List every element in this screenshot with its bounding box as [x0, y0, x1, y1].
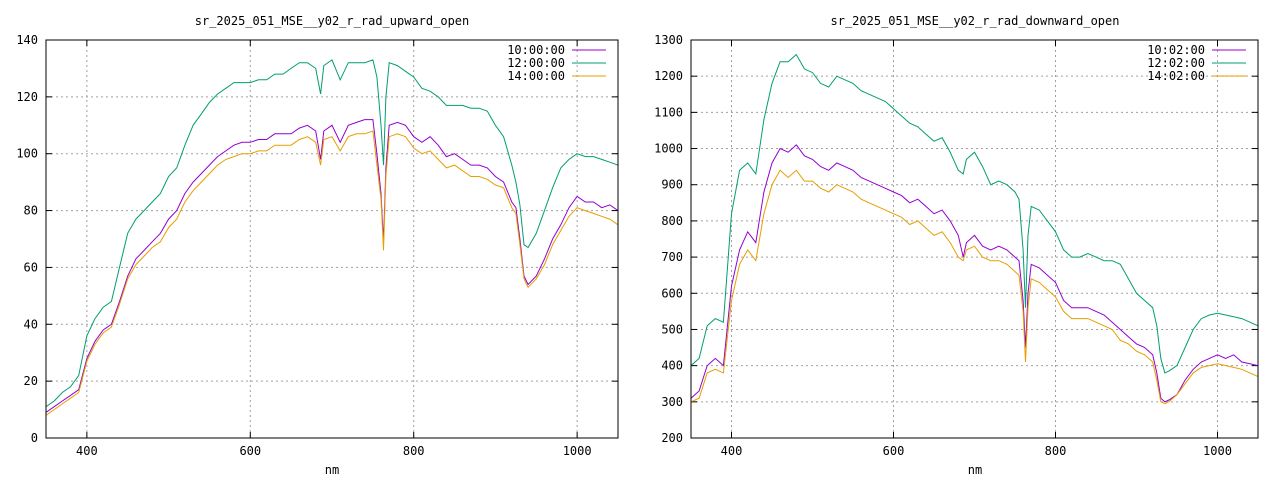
x-tick-label: 400 — [721, 444, 743, 458]
y-tick-label: 40 — [24, 317, 38, 331]
y-tick-label: 120 — [16, 90, 38, 104]
series-line-3 — [691, 169, 1258, 405]
upward-radiance-chart: sr_2025_051_MSE__y02_r_rad_upward_open n… — [16, 14, 619, 477]
chart-title: sr_2025_051_MSE__y02_r_rad_downward_open — [831, 14, 1120, 28]
series-line-1 — [691, 144, 1258, 403]
legend-label: 14:02:00 — [1147, 69, 1205, 83]
x-tick-label: 800 — [403, 444, 425, 458]
x-tick-label: 600 — [239, 444, 261, 458]
plot-frame — [690, 39, 1259, 439]
y-tick-label: 1000 — [654, 142, 683, 156]
series-line-2 — [691, 53, 1258, 374]
y-tick-label: 60 — [24, 260, 38, 274]
legend-label: 10:02:00 — [1147, 43, 1205, 57]
x-tick-label: 1000 — [1203, 444, 1232, 458]
series-line-1 — [46, 119, 618, 413]
x-axis-label: nm — [968, 463, 982, 477]
y-tick-label: 1100 — [654, 105, 683, 119]
y-tick-label: 400 — [661, 359, 683, 373]
y-tick-label: 1200 — [654, 69, 683, 83]
y-tick-label: 80 — [24, 204, 38, 218]
series-line-2 — [46, 59, 618, 408]
series-line-3 — [46, 130, 618, 416]
y-tick-label: 300 — [661, 395, 683, 409]
chart-title: sr_2025_051_MSE__y02_r_rad_upward_open — [195, 14, 470, 28]
legend-label: 12:00:00 — [507, 56, 565, 70]
plot-frame — [45, 39, 619, 439]
legend-label: 14:00:00 — [507, 69, 565, 83]
legend-label: 10:00:00 — [507, 43, 565, 57]
y-tick-label: 140 — [16, 33, 38, 47]
y-tick-label: 20 — [24, 374, 38, 388]
y-tick-label: 700 — [661, 250, 683, 264]
x-axis-label: nm — [325, 463, 339, 477]
legend-label: 12:02:00 — [1147, 56, 1205, 70]
y-tick-label: 100 — [16, 147, 38, 161]
y-tick-label: 1300 — [654, 33, 683, 47]
x-tick-label: 600 — [883, 444, 905, 458]
x-tick-label: 800 — [1045, 444, 1067, 458]
y-tick-label: 800 — [661, 214, 683, 228]
downward-radiance-chart: sr_2025_051_MSE__y02_r_rad_downward_open… — [654, 14, 1259, 477]
x-tick-label: 1000 — [563, 444, 592, 458]
y-tick-label: 0 — [31, 431, 38, 445]
y-tick-label: 500 — [661, 322, 683, 336]
y-tick-label: 600 — [661, 286, 683, 300]
y-tick-label: 900 — [661, 178, 683, 192]
x-tick-label: 400 — [76, 444, 98, 458]
y-tick-label: 200 — [661, 431, 683, 445]
